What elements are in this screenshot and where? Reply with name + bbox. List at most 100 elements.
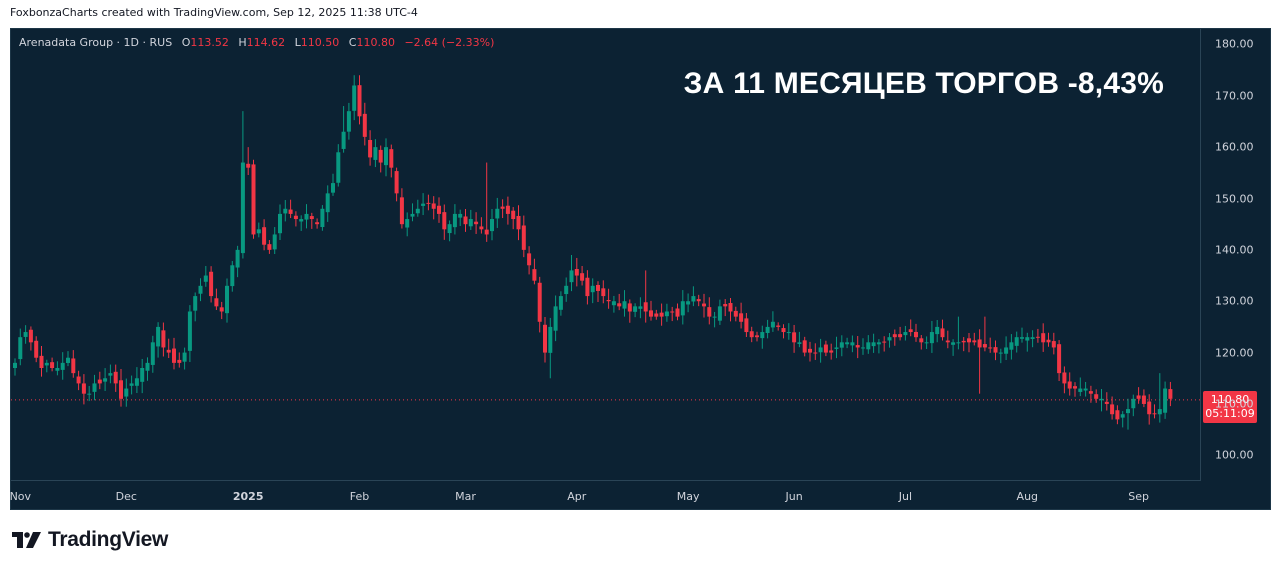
legend-high-label: H [238, 36, 247, 49]
candle-body [150, 342, 155, 365]
candle-body [611, 301, 616, 306]
candle-body [543, 324, 547, 353]
candle-body [44, 362, 49, 366]
candle-body [834, 347, 839, 349]
candle-body [548, 326, 553, 353]
candle-body [712, 316, 717, 318]
candle-body [134, 378, 139, 386]
candle-body [463, 216, 468, 225]
candle-body [39, 355, 44, 368]
candle-body [1157, 409, 1162, 415]
candle-body [728, 303, 733, 312]
candle-body [161, 330, 166, 348]
candle-body [903, 332, 908, 336]
time-axis[interactable]: Nov Dec 2025 Feb Mar Apr May Jun Jul Aug Sep [10, 481, 1201, 509]
price-pane[interactable]: Arenadata Group · 1D · RUS O113.52 H114.… [11, 29, 1201, 481]
candle-body [1025, 337, 1030, 341]
candle-body [569, 270, 574, 283]
price-tick-label: 130.00 [1215, 294, 1254, 308]
candle-body [166, 349, 171, 353]
legend-close-value: 110.80 [356, 36, 395, 49]
candle-body [861, 347, 865, 349]
candle-body [998, 352, 1003, 354]
candle-body [633, 306, 638, 312]
candle-body [1067, 381, 1072, 389]
candle-body [1062, 372, 1067, 384]
candle-body [929, 332, 934, 344]
time-tick-label: Dec [115, 490, 137, 503]
candle-body [309, 216, 314, 220]
candle-body [108, 373, 113, 376]
candle-body [1163, 388, 1168, 413]
candle-body [1051, 341, 1056, 348]
candle-body [34, 340, 39, 358]
candle-body [1083, 388, 1088, 391]
tradingview-branding: TradingView [12, 528, 168, 552]
candle-body [431, 203, 436, 209]
candle-body [956, 342, 961, 344]
candle-body [553, 306, 558, 331]
candle-body [596, 284, 600, 291]
candle-body [802, 340, 807, 353]
time-tick-label: Aug [1016, 490, 1039, 503]
candle-body [230, 265, 235, 287]
legend-low-value: 110.50 [300, 36, 340, 49]
candle-body [442, 212, 447, 230]
candle-body [744, 318, 749, 333]
price-axis[interactable]: 110.80 05:11:09 180.00 170.00 160.00 150.00… [1201, 29, 1271, 481]
chart-headline: ЗА 11 МЕСЯЦЕВ ТОРГОВ -8,43% [683, 67, 1164, 100]
candle-body [680, 301, 685, 316]
candle-body [585, 277, 590, 297]
candle-body [87, 393, 92, 395]
candle-body [1041, 333, 1046, 343]
candle-body [288, 209, 293, 214]
candle-body [511, 210, 516, 220]
candle-body [686, 301, 691, 305]
price-tick-label: 120.00 [1215, 346, 1254, 360]
symbol-legend: Arenadata Group · 1D · RUS O113.52 H114.… [19, 36, 494, 49]
candle-body [638, 306, 643, 309]
candle-body [352, 85, 357, 111]
candle-body [850, 342, 855, 346]
candle-body [325, 193, 330, 213]
candle-body [50, 362, 55, 368]
candle-body [898, 334, 903, 338]
brand-name: TradingView [48, 528, 169, 551]
price-tick-label: 100.00 [1215, 448, 1254, 462]
candle-body [415, 208, 420, 214]
candle-body [60, 362, 65, 370]
candle-body [246, 163, 251, 168]
candle-body [283, 208, 288, 214]
candle-body [214, 298, 219, 307]
candle-body [240, 162, 245, 254]
candle-body [1152, 413, 1157, 415]
candle-body [940, 328, 945, 338]
candle-body [601, 288, 606, 297]
candle-body [776, 325, 781, 327]
candle-body [1104, 401, 1109, 404]
candle-body [839, 342, 844, 348]
candle-body [474, 221, 479, 225]
candle-body [97, 379, 102, 384]
candle-body [829, 350, 834, 353]
candle-body [696, 299, 701, 302]
candle-body [691, 296, 696, 302]
candle-body [1057, 344, 1062, 374]
candle-body [823, 344, 828, 353]
candlestick-chart[interactable] [11, 29, 1201, 481]
candle-body [717, 306, 722, 321]
legend-change: −2.64 (−2.33%) [404, 36, 495, 49]
candle-body [951, 342, 956, 345]
candle-body [659, 312, 664, 317]
candle-body [203, 275, 208, 282]
candle-body [1004, 347, 1009, 354]
candle-body [1030, 337, 1035, 339]
candle-body [855, 345, 860, 348]
candle-body [198, 285, 203, 294]
candle-body [792, 332, 797, 343]
candle-body [1141, 395, 1146, 404]
candle-body [723, 304, 728, 307]
candle-body [399, 197, 404, 225]
candle-body [935, 326, 940, 335]
candle-body [532, 269, 537, 281]
